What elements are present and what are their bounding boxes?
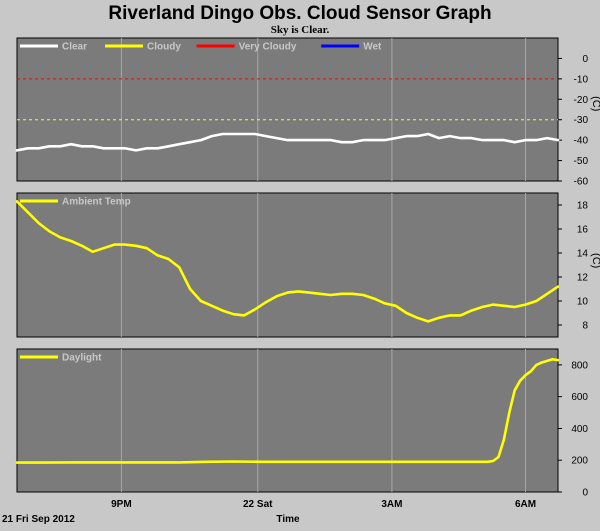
y-tick-label: 200: [571, 456, 588, 467]
legend-label: Daylight: [62, 353, 102, 364]
x-axis-ticks: 9PM 22 Sat 3AM 6AM: [111, 499, 536, 510]
y-tick-label: 10: [577, 297, 589, 308]
legend-label: Very Cloudy: [239, 42, 297, 53]
x-tick-label: 9PM: [111, 499, 132, 510]
y-tick-label: -50: [574, 156, 589, 167]
y-tick-label: 12: [577, 273, 589, 284]
series-line-clear: [15, 132, 560, 152]
legend-label: Cloudy: [147, 42, 181, 53]
y-tick-label: 600: [571, 392, 588, 403]
series-line-daylight: [15, 357, 560, 464]
x-tick-label: 6AM: [515, 499, 536, 510]
y-tick-label: 800: [571, 360, 588, 371]
series-line-ambient-temp: [15, 200, 560, 323]
plot-area: [16, 192, 559, 338]
y-tick-label: 400: [571, 424, 588, 435]
chart-title: Riverland Dingo Obs. Cloud Sensor Graph: [108, 3, 491, 24]
chart-subtitle: Sky is Clear.: [271, 24, 330, 36]
date-label: 21 Fri Sep 2012: [2, 514, 75, 525]
y-tick-label: 0: [582, 54, 588, 65]
x-tick-label: 22 Sat: [243, 499, 273, 510]
y-tick-label: -60: [574, 177, 589, 188]
plot-area: [16, 348, 559, 493]
y-axis-unit: (C): [590, 96, 600, 111]
x-tick-label: 3AM: [381, 499, 402, 510]
legend-label: Wet: [363, 42, 382, 53]
daylight-panel: 800 600 400 200 0 Daylight: [15, 348, 588, 499]
y-tick-label: -20: [574, 95, 589, 106]
legend-label: Ambient Temp: [62, 197, 131, 208]
y-tick-label: 18: [577, 201, 589, 212]
y-axis-unit: (C): [590, 253, 600, 268]
y-tick-label: -10: [574, 74, 589, 85]
y-tick-label: 16: [577, 225, 589, 236]
legend-label: Clear: [62, 42, 87, 53]
plot-area: [16, 37, 559, 182]
cloud-panel: 0 -10 -20 -30 -40 -50 -60 (C) Clear Cloudy Very Cl…: [15, 37, 600, 188]
ambient-temp-panel: 18 16 14 12 10 8 (C) Ambient Temp: [15, 192, 600, 338]
y-tick-label: -40: [574, 136, 589, 147]
y-tick-label: 14: [577, 249, 589, 260]
y-tick-label: -30: [574, 115, 589, 126]
panels-group: 0 -10 -20 -30 -40 -50 -60 (C) Clear Cloudy Very Cl…: [15, 37, 600, 499]
y-tick-label: 8: [582, 321, 588, 332]
x-axis-label: Time: [276, 514, 300, 525]
y-tick-label: 0: [582, 488, 588, 499]
